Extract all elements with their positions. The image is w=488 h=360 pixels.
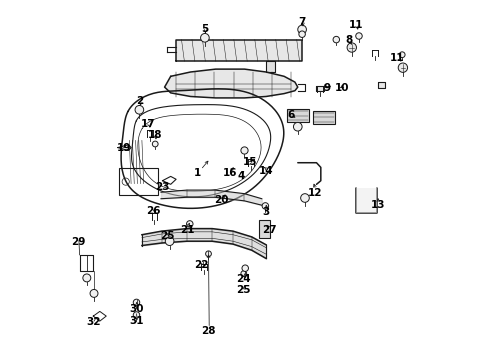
Text: 11: 11 xyxy=(348,20,363,30)
Circle shape xyxy=(332,36,339,43)
Circle shape xyxy=(82,274,91,282)
Text: 12: 12 xyxy=(307,188,321,198)
Circle shape xyxy=(135,105,143,114)
Circle shape xyxy=(133,312,140,318)
Text: 10: 10 xyxy=(334,83,348,93)
Text: 17: 17 xyxy=(141,119,155,129)
Text: 28: 28 xyxy=(201,326,215,336)
Polygon shape xyxy=(176,40,302,61)
Circle shape xyxy=(297,25,306,34)
Bar xyxy=(119,168,158,195)
Circle shape xyxy=(205,251,211,257)
Text: 29: 29 xyxy=(71,237,85,247)
Text: 11: 11 xyxy=(389,53,404,63)
Text: 31: 31 xyxy=(129,316,143,326)
Bar xyxy=(286,109,309,122)
Text: 26: 26 xyxy=(146,206,161,216)
Circle shape xyxy=(241,271,246,276)
Text: 23: 23 xyxy=(155,182,169,192)
Text: 19: 19 xyxy=(117,143,131,153)
Circle shape xyxy=(399,52,404,58)
Text: 22: 22 xyxy=(194,260,208,270)
Text: 13: 13 xyxy=(370,200,384,210)
Text: 8: 8 xyxy=(345,35,352,45)
Text: 5: 5 xyxy=(201,24,208,34)
Circle shape xyxy=(200,33,209,42)
Circle shape xyxy=(165,237,174,246)
Circle shape xyxy=(346,43,356,52)
Polygon shape xyxy=(265,61,275,72)
Circle shape xyxy=(186,221,193,227)
Text: 24: 24 xyxy=(236,274,250,284)
Text: 14: 14 xyxy=(258,166,273,176)
Circle shape xyxy=(293,122,302,131)
Circle shape xyxy=(262,203,268,209)
Circle shape xyxy=(397,63,407,72)
Polygon shape xyxy=(355,188,376,213)
Polygon shape xyxy=(377,82,384,88)
Circle shape xyxy=(298,31,305,37)
Polygon shape xyxy=(316,86,323,91)
Circle shape xyxy=(90,289,98,297)
Text: 25: 25 xyxy=(160,231,174,241)
Text: 2: 2 xyxy=(136,96,142,106)
Text: 4: 4 xyxy=(237,171,244,181)
Text: 1: 1 xyxy=(194,168,201,178)
Bar xyxy=(312,111,335,124)
Text: 15: 15 xyxy=(242,157,257,167)
Circle shape xyxy=(355,33,362,39)
Text: 3: 3 xyxy=(262,207,269,217)
Circle shape xyxy=(241,147,247,154)
Circle shape xyxy=(300,194,309,202)
Bar xyxy=(258,220,269,238)
Text: 7: 7 xyxy=(298,17,305,27)
Text: 9: 9 xyxy=(323,83,330,93)
Text: 32: 32 xyxy=(86,317,101,327)
Text: 20: 20 xyxy=(213,195,228,205)
Text: 27: 27 xyxy=(261,225,276,235)
Text: 30: 30 xyxy=(129,304,143,314)
Circle shape xyxy=(133,299,140,306)
Text: 6: 6 xyxy=(287,110,294,120)
Circle shape xyxy=(152,141,158,147)
Text: 16: 16 xyxy=(223,168,237,178)
Polygon shape xyxy=(164,69,297,98)
Text: 25: 25 xyxy=(236,285,250,295)
Circle shape xyxy=(242,265,248,271)
Text: 21: 21 xyxy=(179,225,194,235)
Text: 18: 18 xyxy=(148,130,162,140)
